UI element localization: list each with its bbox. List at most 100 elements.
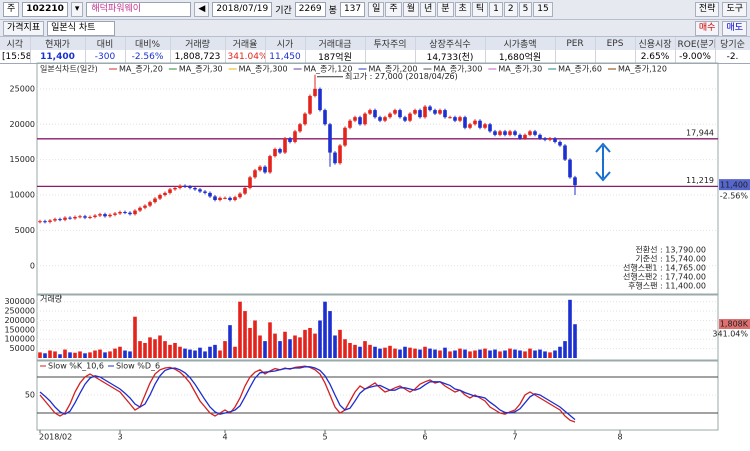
volume-bar	[353, 344, 357, 358]
volume-bar	[338, 329, 342, 358]
candle-body	[213, 196, 217, 200]
volume-bar	[148, 337, 152, 358]
volume-bar	[373, 346, 377, 358]
candle-body	[503, 131, 507, 135]
candle-body	[573, 177, 577, 186]
chart-title: 거래량	[40, 294, 63, 304]
quote-header-cell: 거래율	[225, 37, 266, 50]
candle-body	[373, 110, 377, 118]
volume-bar	[393, 348, 397, 358]
legend-label: Slow %D_6	[116, 362, 160, 371]
candle-body	[498, 131, 502, 135]
legend-label: MA_종가,200	[369, 65, 418, 74]
volume-last: 1,808K	[720, 320, 749, 329]
candle-body	[93, 215, 97, 217]
y-tick-label: 25000	[10, 84, 35, 93]
stoch-line	[39, 366, 576, 421]
quote-header-cell: 시각	[0, 37, 31, 50]
indicator-tab[interactable]: 가격지표	[3, 20, 45, 36]
candle-body	[118, 212, 122, 214]
unit-button[interactable]: 2	[503, 2, 518, 17]
candle-body	[73, 216, 77, 219]
unit-button[interactable]: 5	[518, 2, 533, 17]
candle-body	[383, 117, 387, 121]
legend-label: Slow %K_10,6	[48, 362, 104, 371]
volume-bar	[558, 346, 562, 358]
volume-bar	[293, 335, 297, 358]
tools-button[interactable]: 도구	[722, 2, 747, 17]
volume-bar	[198, 347, 202, 358]
buy-button[interactable]: 매수	[694, 20, 720, 36]
candle-body	[273, 149, 277, 157]
legend-label: MA_종가,120	[304, 65, 353, 74]
candle-body	[463, 117, 467, 128]
quote-value-cell: -9.00%	[675, 50, 716, 64]
date-input[interactable]: 2018/07/19	[212, 2, 273, 17]
unit-button[interactable]: 분	[437, 2, 454, 17]
chart-type[interactable]: 일본식 차트	[47, 20, 116, 36]
volume-bar	[113, 348, 117, 358]
unit-button[interactable]: 초	[454, 2, 471, 17]
sell-button[interactable]: 매도	[722, 20, 747, 36]
y-tick-label: 50	[25, 391, 35, 400]
search-button[interactable]: ▾	[70, 2, 84, 17]
candle-body	[343, 127, 347, 146]
y-tick-label: 100000	[4, 335, 35, 344]
volume-bar	[313, 333, 317, 358]
candle-body	[43, 221, 47, 223]
quote-header-cell: EPS	[595, 37, 636, 50]
candle-body	[563, 145, 567, 160]
volume-bar	[283, 331, 287, 358]
candle-body	[108, 214, 112, 217]
unit-button[interactable]: 1	[489, 2, 503, 17]
legend-label: MA_종가,30	[179, 65, 223, 74]
level-label: 17,944	[686, 128, 714, 137]
period-input[interactable]: 2269	[294, 2, 326, 17]
volume-bar	[498, 351, 502, 358]
candle-body	[203, 191, 207, 193]
volume-change: 341.04%	[712, 330, 748, 339]
volume-bar	[43, 353, 47, 358]
strategy-button[interactable]: 전략	[694, 2, 720, 17]
volume-bar	[273, 333, 277, 358]
quote-header-cell: 신용시장	[635, 37, 676, 50]
volume-bar	[233, 346, 237, 358]
unit-button[interactable]: 틱	[471, 2, 489, 17]
candle-body	[348, 120, 352, 128]
prev-button[interactable]: ◀	[194, 2, 210, 17]
quote-value-cell: 1,680억원	[485, 50, 556, 64]
candle-body	[308, 95, 312, 114]
candle-body	[168, 189, 172, 193]
volume-bar	[443, 347, 447, 358]
volume-bar	[418, 349, 422, 358]
volume-bar	[103, 352, 107, 358]
candle-body	[143, 205, 147, 208]
quote-value-cell: -2.56%	[125, 50, 171, 64]
indicator-value: 후행스팬 : 11,400.00	[628, 281, 706, 291]
indicator-value: 기준선 : 15,740.00	[635, 255, 706, 264]
unit-button[interactable]: 년	[419, 2, 437, 17]
indicator-value: 전환선 : 13,790.00	[635, 245, 706, 255]
candle-body	[508, 131, 512, 135]
legend-label: MA_종가,20	[119, 65, 163, 74]
volume-bar	[303, 329, 307, 358]
unit-button[interactable]: 주	[385, 2, 402, 17]
volume-bar	[83, 353, 87, 358]
candle-body	[388, 113, 392, 118]
unit-button[interactable]: 월	[402, 2, 419, 17]
candle-body	[398, 110, 402, 118]
code-input[interactable]: 102210	[22, 2, 68, 17]
candle-body	[123, 212, 127, 214]
candle-body	[538, 134, 542, 139]
volume-bar	[543, 351, 547, 358]
unit-button[interactable]: 일	[368, 2, 385, 17]
candle-body	[378, 117, 382, 121]
volume-bar	[333, 335, 337, 358]
volume-bar	[473, 350, 477, 358]
market[interactable]: 주	[3, 2, 20, 17]
quote-value-cell: [15:58]	[0, 50, 31, 64]
count-input[interactable]: 137	[339, 2, 366, 17]
unit-button[interactable]: 15	[533, 2, 553, 17]
volume-bar	[363, 341, 367, 358]
